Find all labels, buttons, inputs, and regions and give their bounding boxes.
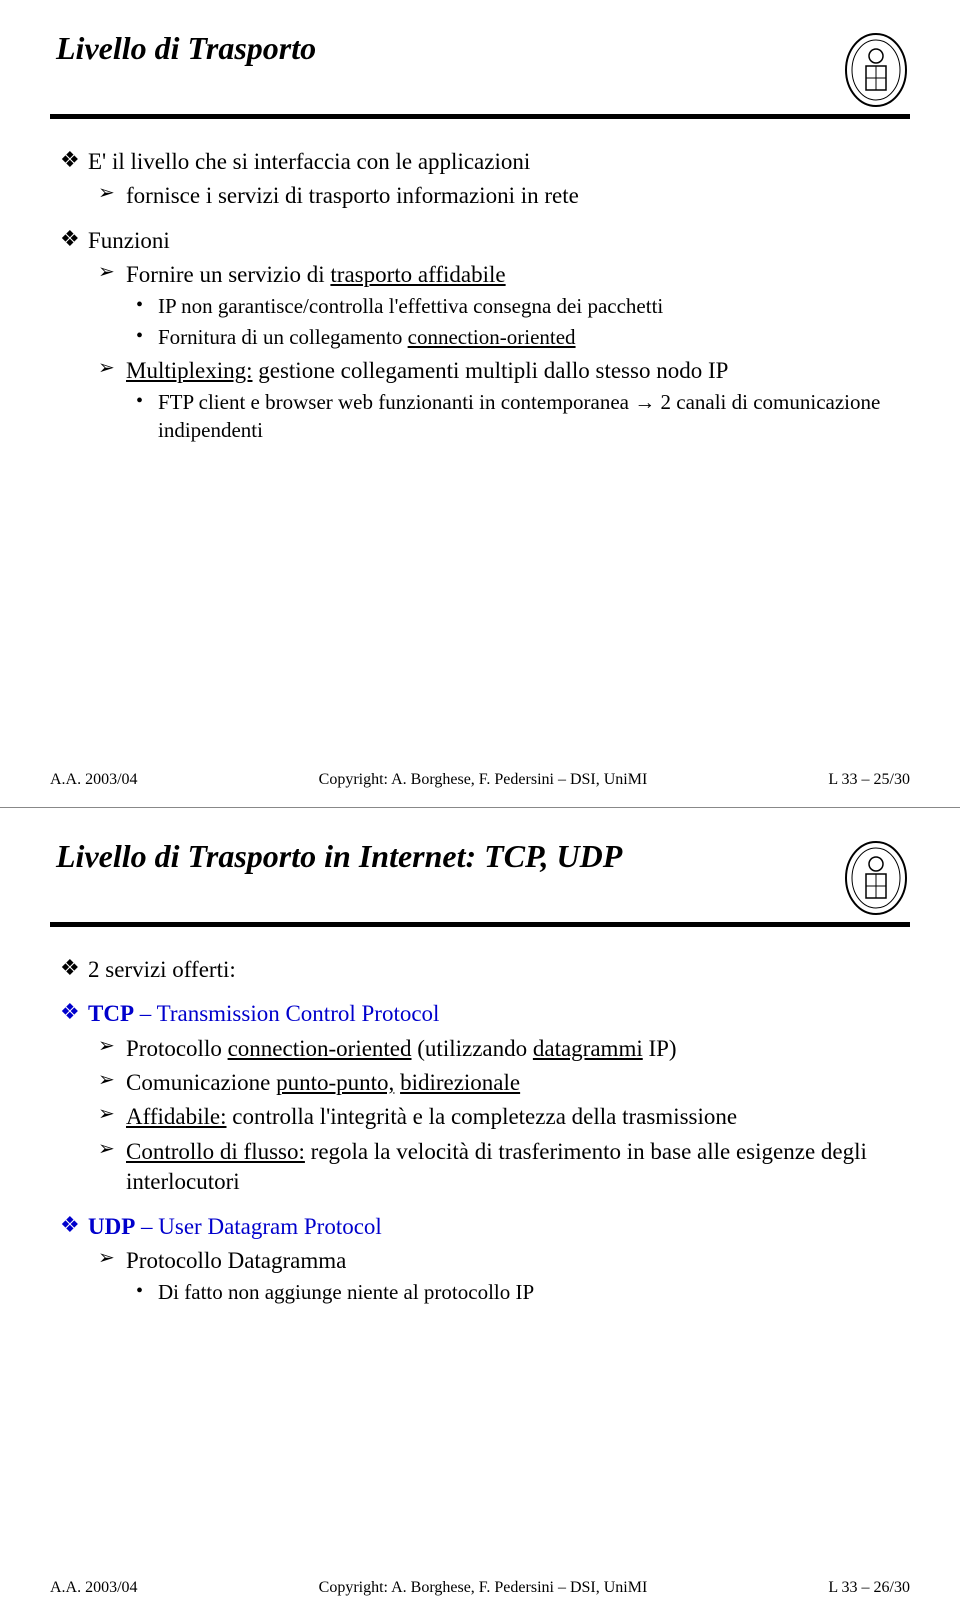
bullet-lvl1: ❖ UDP – User Datagram Protocol ➢ Protoco…	[60, 1212, 900, 1307]
slide-footer: A.A. 2003/04 Copyright: A. Borghese, F. …	[50, 1579, 910, 1597]
bullet-lvl2: ➢ Protocollo connection-oriented (utiliz…	[98, 1034, 900, 1064]
diamond-bullet-icon: ❖	[60, 147, 88, 173]
bullet-lvl3: • Fornitura di un collegamento connectio…	[136, 324, 900, 352]
bullet-lvl1: ❖ TCP – Transmission Control Protocol ➢ …	[60, 999, 900, 1197]
bullet-lvl1: ❖ E' il livello che si interfaccia con l…	[60, 147, 900, 212]
bullet-text: TCP – Transmission Control Protocol	[88, 999, 439, 1029]
dot-bullet-icon: •	[136, 1279, 158, 1303]
footer-left: A.A. 2003/04	[50, 1579, 138, 1597]
bullet-lvl1: ❖ 2 servizi offerti:	[60, 955, 900, 985]
arrow-bullet-icon: ➢	[98, 260, 126, 285]
bullet-text: Protocollo Datagramma	[126, 1246, 346, 1276]
slide-header: Livello di Trasporto	[50, 30, 910, 110]
bullet-text: FTP client e browser web funzionanti in …	[158, 389, 900, 444]
footer-right: L 33 – 25/30	[828, 771, 910, 789]
bullet-lvl3: • IP non garantisce/controlla l'effettiv…	[136, 293, 900, 321]
bullet-lvl1: ❖ Funzioni ➢ Fornire un servizio di tras…	[60, 226, 900, 445]
arrow-bullet-icon: ➢	[98, 1034, 126, 1059]
arrow-bullet-icon: ➢	[98, 181, 126, 206]
bullet-lvl3: • Di fatto non aggiunge niente al protoc…	[136, 1279, 900, 1307]
title-underline	[50, 922, 910, 927]
diamond-bullet-icon: ❖	[60, 999, 88, 1025]
arrow-bullet-icon: ➢	[98, 1068, 126, 1093]
bullet-text: E' il livello che si interfaccia con le …	[88, 147, 530, 177]
footer-center: Copyright: A. Borghese, F. Pedersini – D…	[319, 1579, 648, 1597]
bullet-text: Comunicazione punto-punto, bidirezionale	[126, 1068, 520, 1098]
dot-bullet-icon: •	[136, 324, 158, 348]
bullet-text: 2 servizi offerti:	[88, 955, 236, 985]
bullet-lvl2: ➢ Controllo di flusso: regola la velocit…	[98, 1137, 900, 1198]
slide-title: Livello di Trasporto in Internet: TCP, U…	[50, 838, 622, 875]
footer-center: Copyright: A. Borghese, F. Pedersini – D…	[319, 771, 648, 789]
bullet-text: Protocollo connection-oriented (utilizza…	[126, 1034, 677, 1064]
dot-bullet-icon: •	[136, 293, 158, 317]
university-seal-icon	[842, 30, 910, 110]
diamond-bullet-icon: ❖	[60, 1212, 88, 1238]
diamond-bullet-icon: ❖	[60, 955, 88, 981]
title-underline	[50, 114, 910, 119]
bullet-lvl2: ➢ Protocollo Datagramma • Di fatto non a…	[98, 1246, 900, 1307]
bullet-text: Controllo di flusso: regola la velocità …	[126, 1137, 900, 1198]
bullet-text: Multiplexing: gestione collegamenti mult…	[126, 356, 728, 386]
diamond-bullet-icon: ❖	[60, 226, 88, 252]
bullet-text: Di fatto non aggiunge niente al protocol…	[158, 1279, 534, 1307]
bullet-lvl3: • FTP client e browser web funzionanti i…	[136, 389, 900, 444]
slide-2: Livello di Trasporto in Internet: TCP, U…	[0, 808, 960, 1615]
slide-content: ❖ 2 servizi offerti: ❖ TCP – Transmissio…	[50, 955, 910, 1307]
bullet-text: Fornire un servizio di trasporto affidab…	[126, 260, 506, 290]
bullet-text: Fornitura di un collegamento connection-…	[158, 324, 576, 352]
bullet-lvl2: ➢ Comunicazione punto-punto, bidireziona…	[98, 1068, 900, 1098]
bullet-text: Affidabile: controlla l'integrità e la c…	[126, 1102, 737, 1132]
arrow-bullet-icon: ➢	[98, 1137, 126, 1162]
arrow-bullet-icon: ➢	[98, 356, 126, 381]
arrow-bullet-icon: ➢	[98, 1102, 126, 1127]
slide-content: ❖ E' il livello che si interfaccia con l…	[50, 147, 910, 445]
bullet-text: UDP – User Datagram Protocol	[88, 1212, 382, 1242]
footer-right: L 33 – 26/30	[828, 1579, 910, 1597]
slide-header: Livello di Trasporto in Internet: TCP, U…	[50, 838, 910, 918]
dot-bullet-icon: •	[136, 389, 158, 413]
bullet-lvl2: ➢ fornisce i servizi di trasporto inform…	[98, 181, 900, 211]
bullet-text: Funzioni	[88, 226, 170, 256]
bullet-lvl2: ➢ Fornire un servizio di trasporto affid…	[98, 260, 900, 352]
university-seal-icon	[842, 838, 910, 918]
bullet-text: fornisce i servizi di trasporto informaz…	[126, 181, 579, 211]
bullet-lvl2: ➢ Multiplexing: gestione collegamenti mu…	[98, 356, 900, 445]
bullet-lvl2: ➢ Affidabile: controlla l'integrità e la…	[98, 1102, 900, 1132]
bullet-text: IP non garantisce/controlla l'effettiva …	[158, 293, 663, 321]
arrow-bullet-icon: ➢	[98, 1246, 126, 1271]
footer-left: A.A. 2003/04	[50, 771, 138, 789]
slide-1: Livello di Trasporto ❖ E' il livello che…	[0, 0, 960, 807]
slide-footer: A.A. 2003/04 Copyright: A. Borghese, F. …	[50, 771, 910, 789]
slide-title: Livello di Trasporto	[50, 30, 316, 67]
